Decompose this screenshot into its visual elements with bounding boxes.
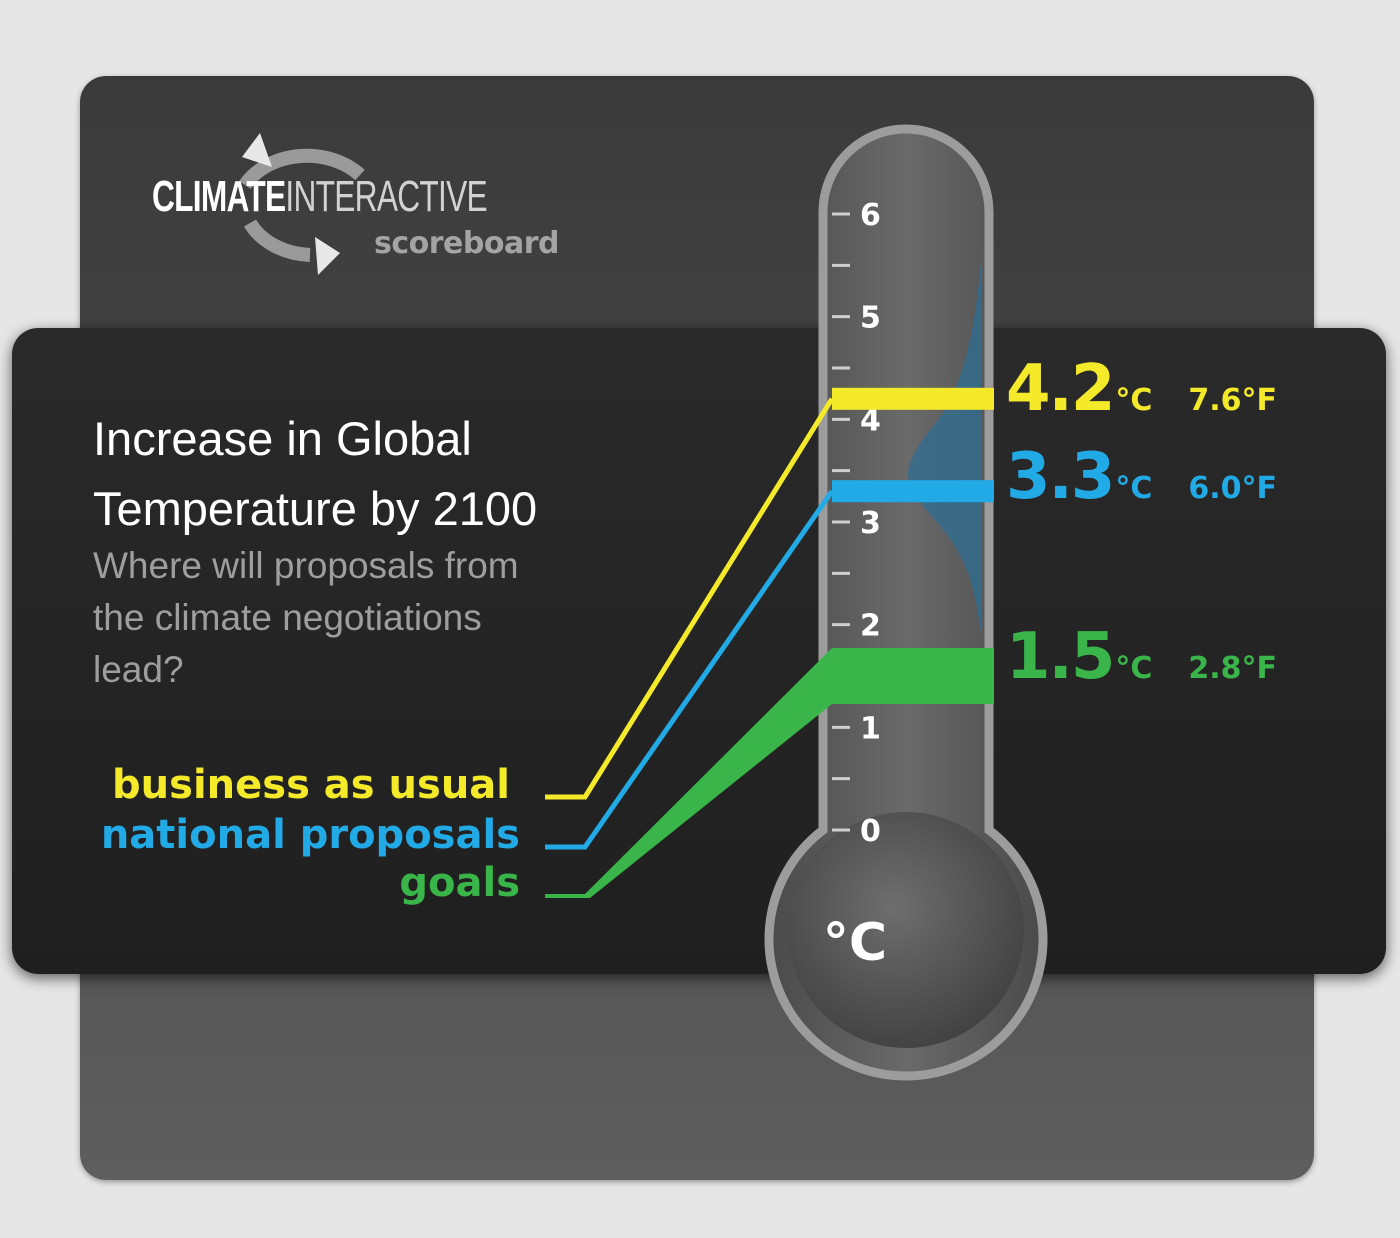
thermometer-unit-label: °C <box>823 913 887 973</box>
unit-celsius: °C <box>1115 383 1153 418</box>
unit-celsius: °C <box>1115 471 1153 506</box>
legend-national-proposals: national proposals <box>100 812 520 858</box>
value-fahrenheit: 2.8°F <box>1188 651 1278 686</box>
legend-goals: goals <box>399 860 520 906</box>
unit-celsius: °C <box>1115 651 1153 686</box>
tick-label: 3 <box>860 506 881 541</box>
tick-label: 1 <box>860 711 881 746</box>
page-subtitle: Where will proposals from the climate ne… <box>93 545 519 690</box>
logo-subtitle: scoreboard <box>374 226 560 261</box>
bar-national-proposals <box>832 480 994 503</box>
bar-business-as-usual <box>832 387 994 410</box>
value-fahrenheit: 7.6°F <box>1188 383 1278 418</box>
readout-goals: 1.5°C 2.8°F <box>1006 620 1277 694</box>
distribution-band <box>908 250 982 640</box>
page-title: Increase in Global Temperature by 2100 <box>93 412 538 535</box>
tick-label: 6 <box>860 198 881 233</box>
value-fahrenheit: 6.0°F <box>1188 471 1278 506</box>
leader-line-national-proposals <box>545 489 835 850</box>
leader-line-business-as-usual <box>545 397 835 800</box>
tick-label: 2 <box>860 609 881 644</box>
tick-label: 0 <box>860 814 881 849</box>
thermometer-body <box>764 124 1048 1081</box>
value-celsius: 4.2 <box>1006 352 1115 426</box>
tick-label: 4 <box>860 403 881 438</box>
readout-national-proposals: 3.3°C 6.0°F <box>1006 440 1277 514</box>
bar-goals <box>832 648 994 704</box>
readout-business-as-usual: 4.2°C 7.6°F <box>1006 352 1277 426</box>
logo-name: CLIMATEINTERACTIVE <box>152 172 488 221</box>
tick-label: 5 <box>860 301 881 336</box>
value-celsius: 1.5 <box>1006 620 1115 694</box>
value-celsius: 3.3 <box>1006 440 1115 514</box>
recycle-arrows-icon <box>239 133 365 275</box>
legend-business-as-usual: business as usual <box>112 762 510 808</box>
content-panel <box>12 328 1386 974</box>
